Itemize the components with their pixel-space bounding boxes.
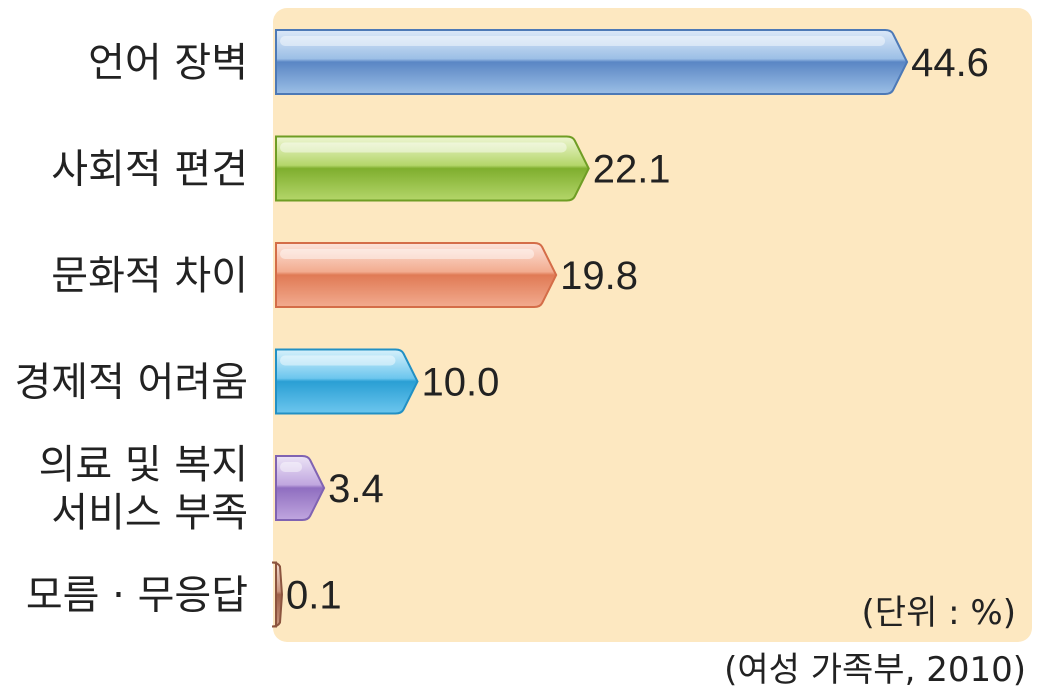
category-label: 의료 및 복지 <box>39 442 248 488</box>
bars-layer <box>271 29 909 628</box>
value-label: 22.1 <box>593 148 671 192</box>
bar <box>275 455 326 521</box>
bar-highlight <box>280 462 303 472</box>
value-label: 44.6 <box>911 41 989 85</box>
value-label: 0.1 <box>286 574 342 618</box>
bar-highlight <box>280 249 535 259</box>
category-label: 사회적 편견 <box>51 147 248 193</box>
plot-background <box>273 8 1032 642</box>
category-label: 서비스 부족 <box>51 490 248 536</box>
unit-note: (단위 : %) <box>862 593 1016 633</box>
bar-highlight <box>280 355 396 366</box>
bar <box>275 29 909 95</box>
category-label: 경제적 어려움 <box>14 360 248 406</box>
bar <box>275 242 558 308</box>
category-label: 언어 장벽 <box>88 40 248 86</box>
value-label: 3.4 <box>328 467 384 511</box>
bar <box>275 348 419 415</box>
bar <box>271 561 284 628</box>
source-note: (여성 가족부, 2010) <box>724 650 1026 690</box>
value-label: 10.0 <box>422 361 500 405</box>
bar-highlight <box>280 36 886 46</box>
value-label: 19.8 <box>560 254 638 298</box>
bar-highlight <box>280 142 567 153</box>
category-label: 모름 · 무응답 <box>26 573 248 619</box>
bar <box>275 135 590 202</box>
category-label: 문화적 차이 <box>51 253 248 299</box>
value-labels: 44.6 22.1 19.8 10.0 3.4 0.1 <box>286 41 989 618</box>
